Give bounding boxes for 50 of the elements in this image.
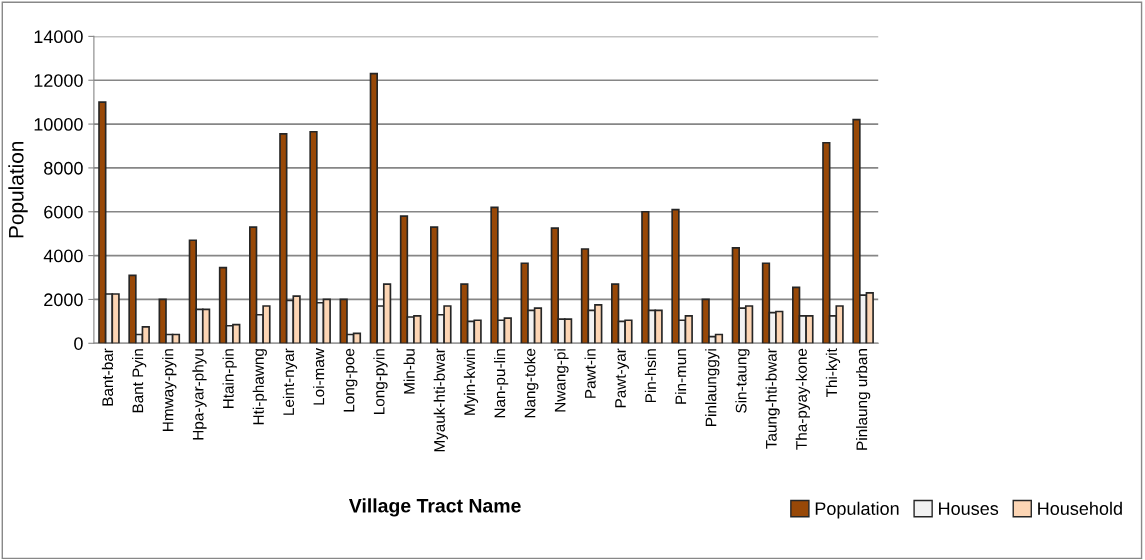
x-tick-label: Pinlaunggyi (705, 349, 720, 426)
bar (460, 283, 469, 344)
x-tick-label: Sin-taung (735, 349, 750, 413)
x-tick-label: Bant-bar (101, 348, 114, 406)
bar (822, 141, 831, 344)
x-tick-label: Long-poe (343, 348, 358, 412)
bar (641, 210, 650, 344)
x-axis-title: Village Tract Name (348, 498, 521, 517)
x-tick-label: Hti-phawng (252, 349, 267, 425)
y-tick-label: 6000 (44, 205, 83, 219)
x-tick-label: Hpa-yar-phyu (192, 349, 207, 440)
x-tick-label: Hmway-pyin (162, 349, 177, 431)
y-tick-label: 12000 (34, 74, 83, 87)
y-tick-label: 4000 (43, 249, 83, 263)
legend-label: Houses (939, 502, 999, 515)
x-tick-label: Pinlaung urban (856, 349, 871, 450)
x-tick-label: Taung-hti-bwar (765, 348, 780, 449)
x-tick-label: Tha-pyay-kone (795, 348, 810, 450)
bar (279, 133, 288, 344)
x-tick-label: Thi-kyit (825, 348, 841, 398)
legend-label: Population (815, 501, 899, 519)
y-tick-label: 14000 (34, 30, 83, 44)
x-tick-label: Pin-mun (675, 349, 687, 404)
x-tick-label: Myin-kwin (463, 349, 479, 415)
bar (98, 101, 107, 344)
bar (218, 266, 228, 344)
x-tick-label: Myauk-hti-bwar (433, 348, 448, 452)
bar (249, 226, 258, 344)
y-tick-label: 2000 (44, 293, 83, 307)
x-tick-label: Long-pyin (373, 349, 388, 414)
x-tick-label: Nang-toke (524, 348, 539, 418)
x-tick-label: Nan-pu-lin (494, 349, 509, 418)
y-tick-label: 8000 (44, 161, 83, 175)
x-tick-label: Nwang-pi (554, 349, 569, 412)
x-tick-label: Leint-nyar (282, 348, 298, 415)
bar (611, 283, 620, 344)
x-tick-label: Min-bu (403, 349, 415, 394)
x-tick-label: Loi-maw (313, 348, 325, 405)
legend-label: Household (1038, 501, 1122, 515)
bar (792, 286, 801, 344)
y-axis-title: Population (8, 141, 28, 238)
x-tick-label: Htain-pin (222, 349, 237, 409)
bar (430, 226, 439, 344)
x-tick-label: Pin-hsin (644, 349, 657, 403)
y-tick-label: 0 (74, 337, 83, 350)
x-tick-label: Pawt-in (584, 349, 596, 398)
x-tick-label: Bant Pyin (132, 349, 147, 413)
bar (399, 215, 409, 344)
x-tick-label: Pawt-yar (615, 348, 629, 408)
y-tick-label: 10000 (34, 118, 83, 131)
